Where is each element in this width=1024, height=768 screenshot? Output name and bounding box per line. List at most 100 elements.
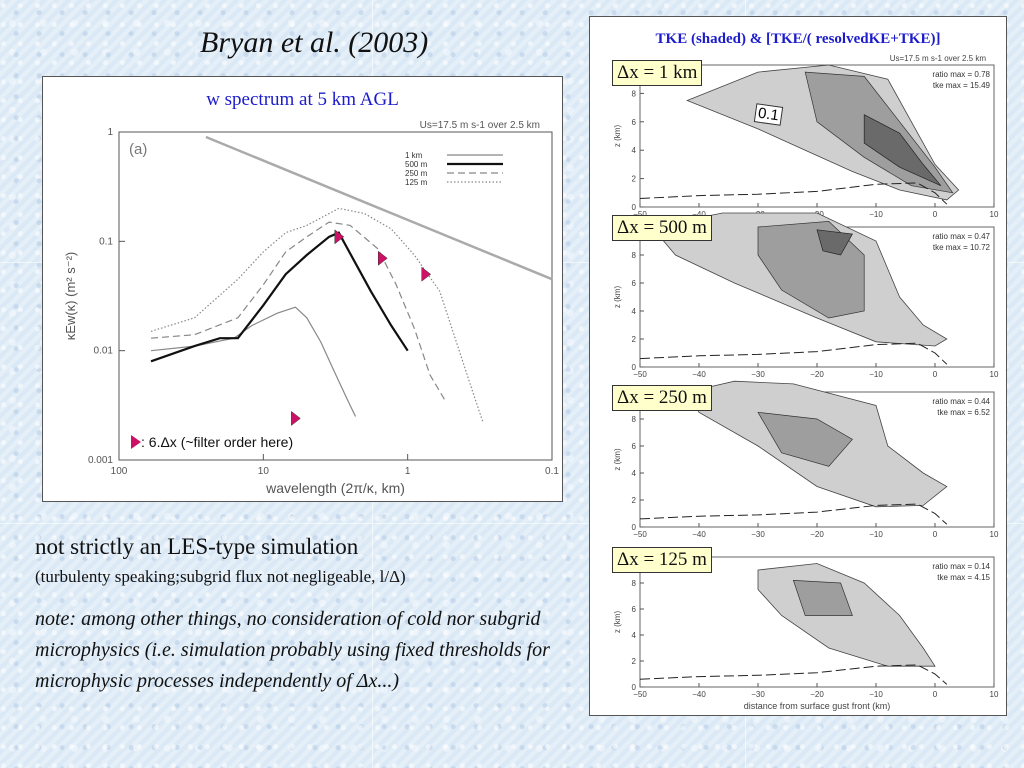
spectrum-series-1-km [150,306,357,417]
ratio-max-label: ratio max = 0.78 [932,70,990,79]
tke-x-tick-label: 0 [933,210,938,219]
ratio-max-label: ratio max = 0.47 [932,232,990,241]
x-tick-label: 10 [258,466,270,477]
tke-x-tick-label: 10 [990,530,999,539]
gust-front-dashed-line [639,664,948,685]
six-dx-marker [421,266,432,282]
tke-x-tick-label: 10 [990,210,999,219]
tke-y-tick-label: 4 [632,307,637,316]
tke-y-tick-label: 6 [632,118,637,127]
tke-x-tick-label: −50 [633,690,647,699]
y-tick-label: 0.1 [99,236,113,247]
ratio-max-label: ratio max = 0.44 [932,397,990,406]
tke-x-tick-label: −20 [810,690,824,699]
tke-y-tick-label: 2 [632,335,637,344]
tke-y-axis-label: z (km) [613,286,622,309]
tke-shaded-region-mid [757,411,853,467]
tke-figure-header: Us=17.5 m s-1 over 2.5 km [890,54,987,63]
marker-legend-text: : 6.Δx (~filter order here) [141,434,294,450]
tke-shaded-region-dark [816,229,853,256]
tke-x-tick-label: −40 [692,210,706,219]
tke-y-tick-label: 2 [632,657,637,666]
dx-label-1km: Δx = 1 km [612,60,703,86]
note-main: not strictly an LES-type simulation [35,534,359,559]
spectrum-series-500-m [150,231,409,363]
tke-y-tick-label: 0 [632,363,637,372]
marker-legend: : 6.Δx (~filter order here) [131,434,293,450]
tke-max-label: tke max = 4.15 [937,573,990,582]
note-sub: (turbulenty speaking;subgrid flux not ne… [35,567,406,586]
spectrum-plot-frame [118,131,553,461]
gust-front-dashed-line [639,503,948,525]
tke-x-tick-label: −40 [692,530,706,539]
legend-entry-label: 250 m [405,169,428,178]
tke-y-tick-label: 8 [632,89,637,98]
tke-x-tick-label: −40 [692,370,706,379]
tke-y-tick-label: 0 [632,203,637,212]
spectrum-header: Us=17.5 m s-1 over 2.5 km [420,120,540,131]
tke-y-tick-label: 4 [632,631,637,640]
tke-x-tick-label: −30 [751,690,765,699]
tke-figure: −50 −40 −30 −20 −10 0 10 0 2 4 6 8 10 z (km) ratio max… [613,54,999,711]
tke-x-tick-label: 0 [933,690,938,699]
tke-max-label: tke max = 10.72 [933,243,991,252]
x-axis-label: wavelength (2π/κ, km) [265,480,405,496]
panel-label: (a) [129,141,147,158]
tke-x-axis-label: distance from surface gust front (km) [744,701,891,711]
tke-max-label: tke max = 6.52 [937,408,990,417]
x-tick-label: 0.1 [545,466,559,477]
six-dx-marker [291,410,301,426]
dx-label-500m: Δx = 500 m [612,215,712,241]
slide-title: Bryan et al. (2003) [200,26,429,59]
tke-shaded-region-mid [792,580,853,616]
dx-label-250m: Δx = 250 m [612,385,712,411]
tke-y-tick-label: 6 [632,442,637,451]
tke-x-tick-label: 0 [933,370,938,379]
spectrum-series-250-m [150,221,446,401]
y-tick-label: 1 [107,127,113,138]
tke-x-tick-label: −20 [810,370,824,379]
six-dx-marker [378,250,388,266]
tke-figure-caption: TKE (shaded) & [TKE/( resolvedKE+TKE)] [655,31,941,47]
tke-y-tick-label: 8 [632,251,637,260]
tke-x-tick-label: −50 [633,530,647,539]
tke-y-tick-label: 8 [632,415,637,424]
tke-x-tick-label: 0 [933,530,938,539]
ratio-max-label: ratio max = 0.14 [932,562,990,571]
legend-entry-label: 125 m [405,178,428,187]
spectrum-chart: 100 10 1 0.1 1 0.1 0.01 0.001 wavelength (2π/κ, … [63,120,559,496]
tke-x-tick-label: −30 [751,370,765,379]
spectrum-series-reference-slope [205,135,553,281]
tke-shaded-region-dark [863,114,942,187]
spectrum-series-125-m [150,207,484,423]
tke-y-tick-label: 2 [632,175,637,184]
tke-y-axis-label: z (km) [613,125,622,148]
spectrum-chart-panel: w spectrum at 5 km AGL 100 10 1 0.1 1 0.1 0.01… [42,76,563,502]
y-tick-label: 0.001 [88,455,113,466]
tke-y-tick-label: 4 [632,469,637,478]
marker-legend-icon [131,435,141,449]
tke-y-tick-label: 0 [632,523,637,532]
six-dx-marker [334,229,345,245]
tke-x-tick-label: −50 [633,210,647,219]
tke-y-tick-label: 2 [632,496,637,505]
tke-x-tick-label: −40 [692,690,706,699]
tke-x-tick-label: −50 [633,370,647,379]
tke-y-tick-label: 8 [632,579,637,588]
legend-entry-label: 500 m [405,160,428,169]
tke-max-label: tke max = 15.49 [933,81,991,90]
tke-y-tick-label: 4 [632,146,637,155]
tke-y-tick-label: 6 [632,279,637,288]
tke-x-tick-label: −10 [869,370,883,379]
tke-x-tick-label: 10 [990,370,999,379]
spectrum-chart-caption: w spectrum at 5 km AGL [206,89,399,110]
y-tick-label: 0.01 [94,346,114,357]
note-italic: note: among other things, no considerati… [35,608,550,692]
tke-y-axis-label: z (km) [613,448,622,471]
y-axis-label: κEw(κ) (m² s⁻²) [63,252,78,340]
tke-y-tick-label: 0 [632,683,637,692]
tke-x-tick-label: −20 [810,530,824,539]
tke-x-tick-label: −30 [751,530,765,539]
gust-front-dashed-line [639,182,948,205]
dx-label-125m: Δx = 125 m [612,547,712,573]
